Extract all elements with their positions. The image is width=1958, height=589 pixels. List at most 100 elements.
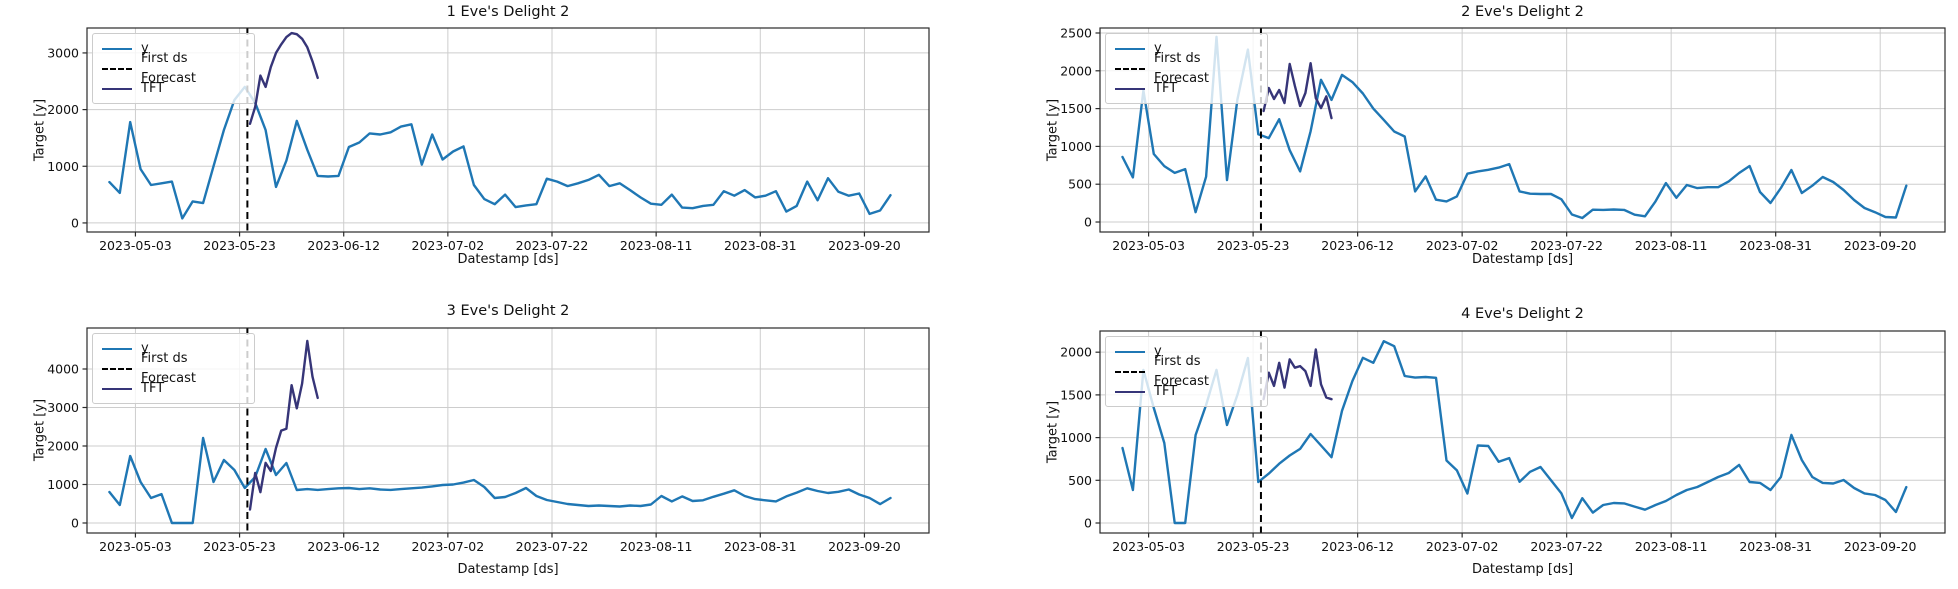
y-tick-label: 0 — [1084, 516, 1092, 531]
x-tick-label: 2023-09-20 — [1844, 539, 1917, 554]
tft-forecast-line — [1262, 348, 1333, 401]
x-tick-label: 2023-05-03 — [99, 238, 172, 253]
legend-item-tft: TFT — [1115, 382, 1258, 402]
chart-3-title: 3 Eve's Delight 2 — [446, 303, 570, 319]
legend-item-y: y — [102, 39, 245, 59]
legend-item-y: y — [102, 339, 245, 359]
x-tick-label: 2023-08-11 — [1635, 238, 1708, 253]
chart-3: 2023-05-03 2023-05-23 2023-06-12 2023-07-02… — [47, 327, 930, 554]
legend-item-forecast: First ds Forecast — [102, 351, 245, 386]
chart-1-y-axis-label: Target [y] — [32, 98, 48, 162]
y-tick-label: 0 — [71, 515, 79, 530]
x-tick-label: 2023-07-22 — [1530, 238, 1603, 253]
legend-item-forecast: First ds Forecast — [1115, 354, 1258, 389]
forecast-dashed-swatch — [102, 68, 132, 70]
x-tick-label: 2023-08-11 — [620, 539, 693, 554]
chart-2-title: 2 Eve's Delight 2 — [1461, 4, 1584, 20]
legend-label-forecast: First ds Forecast — [1154, 51, 1210, 86]
chart-1-title: 1 Eve's Delight 2 — [446, 4, 570, 20]
x-tick-label: 2023-07-22 — [516, 539, 589, 554]
legend-label-forecast: First ds Forecast — [141, 51, 197, 86]
y-tick-label: 2000 — [47, 438, 79, 453]
x-tick-label: 2023-07-02 — [412, 539, 485, 554]
axes-spines — [86, 27, 930, 233]
x-tick-label: 2023-09-20 — [828, 539, 901, 554]
y-tick-label: 3000 — [47, 45, 79, 60]
x-tick-label: 2023-05-23 — [1217, 539, 1290, 554]
y-series-line — [108, 436, 892, 525]
axes-spines — [1099, 330, 1946, 534]
y-series-line — [108, 85, 892, 220]
y-tick-label: 2000 — [1060, 63, 1092, 78]
x-tick-label: 2023-08-11 — [620, 238, 693, 253]
legend-item-y: y — [1115, 342, 1258, 362]
y-line-swatch — [102, 48, 132, 50]
axes-spines — [1099, 27, 1946, 233]
chart-1-legend: y First ds Forecast TFT — [92, 33, 255, 104]
legend-label-forecast: First ds Forecast — [1154, 354, 1210, 389]
chart-2-legend: y First ds Forecast TFT — [1105, 33, 1268, 104]
y-series-line — [1121, 340, 1908, 525]
legend-label-tft: TFT — [1154, 384, 1178, 399]
forecast-dashed-swatch — [1115, 68, 1145, 70]
x-tick-label: 2023-05-03 — [1112, 539, 1185, 554]
tft-line-swatch — [1115, 88, 1145, 90]
legend-label-tft: TFT — [141, 381, 165, 396]
x-tick-label: 2023-08-31 — [724, 238, 797, 253]
legend-label-y: y — [1154, 344, 1162, 359]
y-tick-label: 1000 — [1060, 139, 1092, 154]
legend-label-y: y — [141, 341, 149, 356]
x-tick-label: 2023-07-22 — [1530, 539, 1603, 554]
y-tick-label: 1500 — [1060, 101, 1092, 116]
x-tick-label: 2023-08-11 — [1635, 539, 1708, 554]
y-tick-label: 0 — [71, 215, 79, 230]
legend-label-y: y — [1154, 41, 1162, 56]
legend-label-y: y — [141, 41, 149, 56]
tft-forecast-line — [248, 339, 319, 511]
x-tick-label: 2023-06-12 — [307, 539, 380, 554]
legend-label-tft: TFT — [1154, 81, 1178, 96]
chart-4: 2023-05-03 2023-05-23 2023-06-12 2023-07-02… — [1060, 330, 1946, 554]
legend-label-tft: TFT — [141, 81, 165, 96]
x-tick-label: 2023-08-31 — [724, 539, 797, 554]
y-tick-label: 1500 — [1060, 387, 1092, 402]
x-tick-label: 2023-06-12 — [307, 238, 380, 253]
chart-2-y-axis-label: Target [y] — [1045, 98, 1061, 162]
x-tick-label: 2023-09-20 — [828, 238, 901, 253]
y-tick-label: 3000 — [47, 400, 79, 415]
legend-label-forecast: First ds Forecast — [141, 351, 197, 386]
forecast-dashed-swatch — [102, 368, 132, 370]
y-tick-label: 500 — [1068, 177, 1092, 192]
chart-1: 2023-05-03 2023-05-23 2023-06-12 2023-07-02… — [47, 27, 930, 253]
chart-4-x-axis-label: Datestamp [ds] — [1471, 562, 1574, 577]
x-tick-label: 2023-06-12 — [1321, 539, 1394, 554]
tft-line-swatch — [102, 88, 132, 90]
x-tick-label: 2023-05-03 — [1112, 238, 1185, 253]
x-tick-label: 2023-05-23 — [203, 539, 276, 554]
y-tick-label: 2000 — [1060, 345, 1092, 360]
tft-line-swatch — [1115, 391, 1145, 393]
chart-3-legend: y First ds Forecast TFT — [92, 333, 255, 404]
legend-item-tft: TFT — [1115, 79, 1258, 99]
y-tick-label: 2500 — [1060, 25, 1092, 40]
y-tick-label: 500 — [1068, 473, 1092, 488]
y-line-swatch — [102, 348, 132, 350]
x-tick-label: 2023-07-02 — [1426, 539, 1499, 554]
chart-1-x-axis-label: Datestamp [ds] — [457, 252, 559, 267]
y-tick-label: 1000 — [47, 159, 79, 174]
chart-2-x-axis-label: Datestamp [ds] — [1471, 252, 1574, 267]
chart-4-y-axis-label: Target [y] — [1045, 400, 1061, 464]
legend-item-tft: TFT — [102, 79, 245, 99]
x-tick-label: 2023-05-23 — [1217, 238, 1290, 253]
legend-item-tft: TFT — [102, 379, 245, 399]
y-tick-label: 1000 — [47, 477, 79, 492]
legend-item-forecast: First ds Forecast — [102, 51, 245, 86]
x-tick-label: 2023-05-03 — [99, 539, 172, 554]
tft-forecast-line — [248, 31, 319, 126]
forecast-dashed-swatch — [1115, 371, 1145, 373]
x-tick-label: 2023-08-31 — [1739, 539, 1812, 554]
x-tick-label: 2023-07-02 — [412, 238, 485, 253]
y-tick-label: 2000 — [47, 102, 79, 117]
